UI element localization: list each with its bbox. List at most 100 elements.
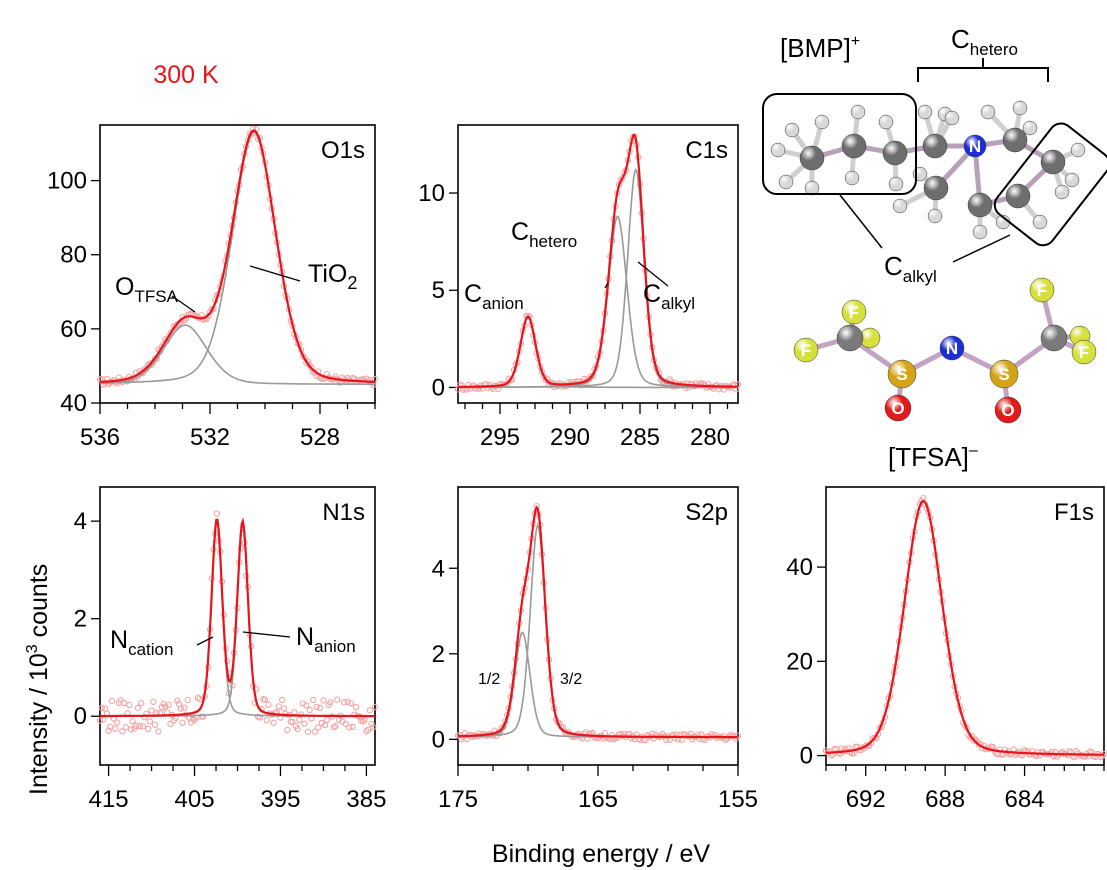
y-tick-label: 10	[418, 180, 445, 207]
oxygen-atom: O	[884, 394, 912, 422]
carbon-atom	[1040, 324, 1068, 352]
data-point	[275, 703, 282, 710]
nitrogen-atom: N	[939, 335, 965, 361]
carbon-atom	[882, 140, 908, 166]
x-tick-label: 684	[1005, 786, 1045, 813]
x-tick-label: 532	[190, 424, 230, 451]
atom-sphere	[878, 114, 894, 130]
data-point	[270, 719, 277, 726]
atom-sphere	[1029, 277, 1055, 303]
carbon-atom	[841, 133, 867, 159]
peak-leader-line	[171, 295, 196, 313]
y-axis-label-suffix: counts	[25, 564, 53, 645]
atom-label: F	[801, 341, 811, 360]
data-point	[349, 723, 356, 731]
data-point	[196, 695, 203, 703]
data-points	[454, 502, 742, 744]
data-point	[265, 701, 272, 708]
atom-sphere	[923, 175, 949, 201]
atom-sphere	[1002, 127, 1028, 153]
atom-label: N	[946, 339, 958, 358]
fluorine-atom: F	[793, 337, 819, 363]
peak-leader-line	[249, 265, 301, 282]
peak-label-main: 1/2	[478, 671, 500, 688]
data-point	[334, 696, 341, 703]
hydrogen-atom	[814, 114, 830, 130]
peak-leader-line	[242, 631, 291, 638]
data-point	[199, 713, 207, 720]
data-point	[280, 705, 288, 712]
data-points	[96, 510, 379, 735]
peak-label: Nanion	[296, 623, 356, 656]
data-point	[323, 716, 331, 723]
x-tick-label: 536	[80, 424, 120, 451]
atom-sphere	[850, 104, 866, 120]
y-tick-label: 40	[60, 390, 87, 417]
data-point	[359, 718, 367, 725]
atom-sphere	[972, 224, 988, 240]
data-point	[150, 698, 157, 706]
data-point	[340, 699, 348, 706]
hydrogen-atom	[1054, 184, 1070, 200]
x-tick-label: 280	[690, 424, 730, 451]
data-point	[306, 706, 313, 714]
panel-title: S2p	[685, 499, 728, 526]
peak-label: TiO2	[308, 260, 357, 293]
data-point	[352, 703, 360, 711]
data-point	[309, 696, 317, 704]
alkyl-label-c: C	[884, 251, 903, 281]
peak-label: 3/2	[560, 671, 582, 688]
atom-sphere	[1064, 172, 1080, 188]
data-point	[303, 702, 310, 709]
panel-o1s: O1s 536 532 528 40 60 80 100 OTFSA TiO2	[47, 124, 379, 451]
hydrogen-atom	[1064, 172, 1080, 188]
atom-sphere	[892, 198, 908, 214]
atom-label: S	[998, 365, 1009, 384]
atom-sphere	[887, 359, 917, 389]
data-point	[316, 704, 324, 712]
atom-label: S	[896, 365, 907, 384]
data-point	[136, 722, 143, 730]
alkyl-label: Calkyl	[884, 251, 937, 286]
data-point	[138, 699, 145, 707]
x-tick-label: 415	[89, 786, 129, 813]
data-point	[347, 700, 355, 707]
panel-title: C1s	[685, 137, 728, 164]
peak-label-main: C	[464, 280, 482, 308]
data-point	[114, 719, 121, 726]
tfsa-label-charge: –	[969, 442, 978, 459]
peak-label-main: O	[115, 273, 134, 301]
x-tick-label: 692	[846, 786, 886, 813]
carbon-atom	[1002, 127, 1028, 153]
component-curve	[458, 523, 738, 738]
data-point	[100, 716, 107, 723]
atom-sphere	[963, 134, 987, 158]
data-point	[619, 174, 626, 182]
hydrogen-atom	[972, 224, 988, 240]
data-point	[368, 720, 375, 728]
peak-label: Chetero	[511, 218, 577, 251]
cation-atoms: N	[770, 100, 1086, 240]
data-point	[371, 703, 379, 711]
hydrogen-atom	[1022, 120, 1038, 136]
hydrogen-atom	[917, 104, 933, 120]
data-point	[344, 698, 351, 706]
panel-f1s: F1s 692 688 684 0 20 40	[786, 486, 1107, 813]
data-point	[96, 717, 104, 724]
panel-s2p: S2p 175 165 155 0 2 4 1/2 3/2	[432, 486, 758, 813]
atom-label: N	[969, 137, 981, 156]
peak-label-sub: cation	[128, 640, 173, 659]
data-point	[263, 717, 270, 724]
data-point	[361, 716, 368, 724]
data-point	[291, 709, 298, 716]
atom-sphere	[770, 142, 786, 158]
data-point	[129, 718, 136, 725]
x-tick-label: 165	[578, 786, 618, 813]
x-tick-label: 405	[175, 786, 215, 813]
data-point	[370, 724, 377, 731]
data-point	[151, 721, 159, 728]
data-point	[127, 726, 135, 733]
bmp-label-text: [BMP]	[780, 33, 851, 63]
